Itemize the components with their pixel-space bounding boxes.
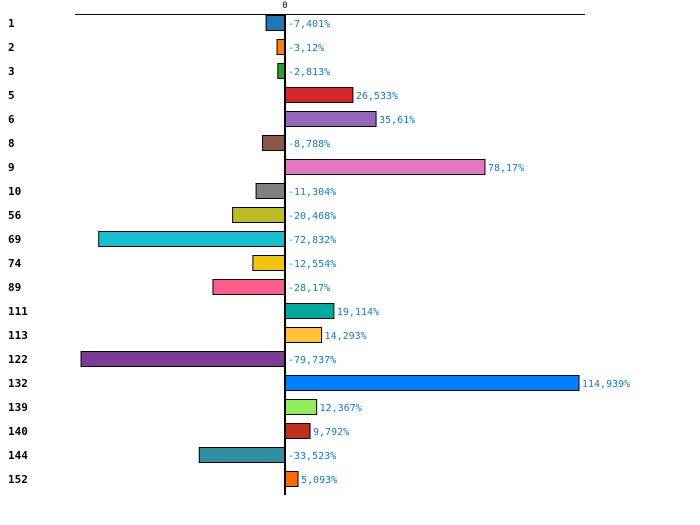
bar-140 — [284, 423, 311, 439]
bar-144 — [198, 447, 286, 463]
category-label: 9 — [8, 161, 15, 174]
bar-56 — [232, 207, 286, 223]
bar-152 — [284, 471, 299, 487]
value-label: 114,939% — [582, 379, 630, 390]
bar-139 — [284, 399, 318, 415]
category-label: 132 — [8, 377, 28, 390]
category-label: 8 — [8, 137, 15, 150]
value-label: 35,61% — [379, 115, 415, 126]
bar-111 — [284, 303, 335, 319]
bar-74 — [252, 255, 286, 271]
category-label: 3 — [8, 65, 15, 78]
bar-2 — [276, 39, 286, 55]
value-label: 12,367% — [320, 403, 362, 414]
bar-132 — [284, 375, 580, 391]
category-label: 2 — [8, 41, 15, 54]
value-label: 78,17% — [488, 163, 524, 174]
value-label: 14,293% — [325, 331, 367, 342]
category-label: 56 — [8, 209, 22, 222]
bar-6 — [284, 111, 377, 127]
bar-9 — [284, 159, 486, 175]
value-label: 9,792% — [313, 427, 349, 438]
category-label: 144 — [8, 449, 28, 462]
value-label: -12,554% — [288, 259, 336, 270]
category-label: 111 — [8, 305, 28, 318]
category-label: 69 — [8, 233, 21, 246]
zero-tick-label: 0 — [282, 1, 287, 11]
bar-3 — [277, 63, 286, 79]
bar-69 — [98, 231, 286, 247]
value-label: -28,17% — [288, 283, 330, 294]
value-label: -72,832% — [288, 235, 336, 246]
value-label: 5,093% — [301, 475, 337, 486]
value-label: -2,813% — [288, 67, 330, 78]
value-label: 19,114% — [337, 307, 379, 318]
bar-122 — [80, 351, 286, 367]
bar-1 — [265, 15, 286, 31]
category-label: 5 — [8, 89, 15, 102]
category-label: 6 — [8, 113, 15, 126]
category-label: 139 — [8, 401, 28, 414]
bar-5 — [284, 87, 354, 103]
value-label: -3,12% — [288, 43, 324, 54]
value-label: -20,468% — [288, 211, 336, 222]
value-label: -79,737% — [288, 355, 336, 366]
bar-10 — [255, 183, 286, 199]
category-label: 122 — [8, 353, 28, 366]
bar-113 — [284, 327, 323, 343]
category-label: 1 — [8, 17, 15, 30]
category-label: 140 — [8, 425, 28, 438]
value-label: -7,401% — [288, 19, 330, 30]
value-label: -11,304% — [288, 187, 336, 198]
category-label: 10 — [8, 185, 21, 198]
value-label: -33,523% — [288, 451, 336, 462]
category-label: 89 — [8, 281, 21, 294]
category-label: 74 — [8, 257, 22, 270]
value-label: -8,788% — [288, 139, 330, 150]
value-label: 26,533% — [356, 91, 398, 102]
category-label: 152 — [8, 473, 28, 486]
bar-8 — [262, 135, 286, 151]
category-label: 113 — [8, 329, 28, 342]
bar-89 — [212, 279, 286, 295]
